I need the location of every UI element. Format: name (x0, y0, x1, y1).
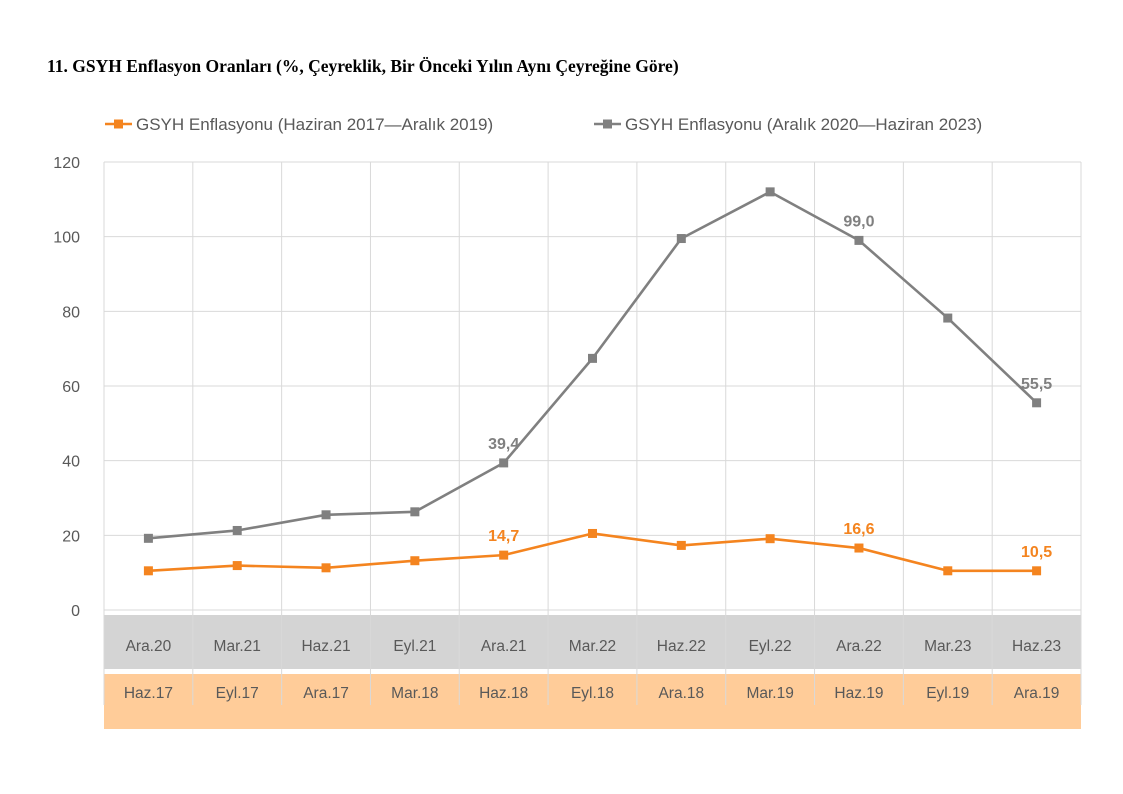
series-1-marker (676, 234, 686, 244)
series-0-data-label: 16,6 (843, 521, 874, 538)
orange-category-label: Haz.18 (479, 685, 528, 702)
orange-category-label: Haz.17 (124, 685, 173, 702)
y-tick-label: 60 (62, 379, 80, 396)
series-0-marker (499, 550, 509, 560)
gray-category-band (104, 615, 1081, 669)
series-0-marker (943, 566, 953, 576)
y-tick-label: 120 (53, 155, 80, 172)
gray-category-label: Haz.21 (301, 638, 350, 655)
gray-category-label: Haz.22 (657, 638, 706, 655)
series-0-marker (143, 566, 153, 576)
orange-category-label: Mar.18 (391, 685, 438, 702)
gray-category-label: Ara.21 (481, 638, 527, 655)
series-0-marker (410, 556, 420, 566)
orange-category-label: Ara.17 (303, 685, 349, 702)
series-lines: 14,7 16,6 10,5 39,4 99,0 55,5 (143, 187, 1052, 576)
gray-category-label: Ara.20 (126, 638, 172, 655)
grid-lines (103, 161, 1082, 705)
series-1-marker (1032, 398, 1042, 408)
series-1-data-label: 55,5 (1021, 376, 1052, 393)
series-1-marker (765, 187, 775, 197)
series-0-marker (321, 563, 331, 573)
orange-category-label: Haz.19 (834, 685, 883, 702)
y-tick-label: 20 (62, 528, 80, 545)
series-1-marker (321, 510, 331, 520)
series-1-data-label: 99,0 (843, 213, 874, 230)
orange-category-label: Mar.19 (746, 685, 793, 702)
series-0-marker (765, 534, 775, 544)
series-0-marker (232, 561, 242, 571)
y-tick-label: 100 (53, 230, 80, 247)
orange-category-label: Eyl.17 (216, 685, 259, 702)
y-tick-label: 40 (62, 454, 80, 471)
series-0-marker (854, 543, 864, 553)
legend-label-0: GSYH Enflasyonu (Haziran 2017—Aralık 201… (136, 115, 493, 134)
series-1-data-label: 39,4 (488, 436, 519, 453)
gray-category-label: Eyl.22 (749, 638, 792, 655)
legend: GSYH Enflasyonu (Haziran 2017—Aralık 201… (105, 115, 982, 134)
series-0-data-label: 10,5 (1021, 544, 1052, 561)
series-1-marker (410, 507, 420, 517)
orange-category-label: Ara.19 (1014, 685, 1060, 702)
series-0-marker (1032, 566, 1042, 576)
gray-category-label: Ara.22 (836, 638, 882, 655)
category-bands: Ara.20 Mar.21 Haz.21 Eyl.21 Ara.21 Mar.22 Haz.… (104, 615, 1081, 729)
orange-category-label: Eyl.18 (571, 685, 614, 702)
y-tick-label: 80 (62, 304, 80, 321)
gray-category-label: Mar.23 (924, 638, 971, 655)
y-tick-label: 0 (71, 603, 80, 620)
orange-category-label: Ara.18 (658, 685, 704, 702)
gray-category-label: Mar.22 (569, 638, 616, 655)
series-1-marker (143, 533, 153, 543)
series-0-marker (588, 528, 597, 538)
chart-title: 11. GSYH Enflasyon Oranları (%, Çeyrekli… (47, 56, 679, 76)
legend-marker-1 (603, 119, 612, 129)
series-1-marker (854, 235, 864, 245)
legend-marker-0 (114, 119, 123, 129)
y-axis: 0 20 40 60 80 100 120 (53, 155, 80, 620)
gray-category-label: Haz.23 (1012, 638, 1061, 655)
series-1-marker (588, 353, 597, 363)
legend-label-1: GSYH Enflasyonu (Aralık 2020—Haziran 202… (625, 115, 982, 134)
orange-category-band (104, 674, 1081, 729)
series-1-marker (943, 313, 953, 323)
orange-category-label: Eyl.19 (926, 685, 969, 702)
series-1-marker (499, 458, 509, 468)
series-0-marker (676, 540, 686, 550)
series-1-marker (232, 525, 242, 535)
series-0-data-label: 14,7 (488, 528, 519, 545)
gray-category-label: Eyl.21 (393, 638, 436, 655)
gray-category-label: Mar.21 (214, 638, 261, 655)
